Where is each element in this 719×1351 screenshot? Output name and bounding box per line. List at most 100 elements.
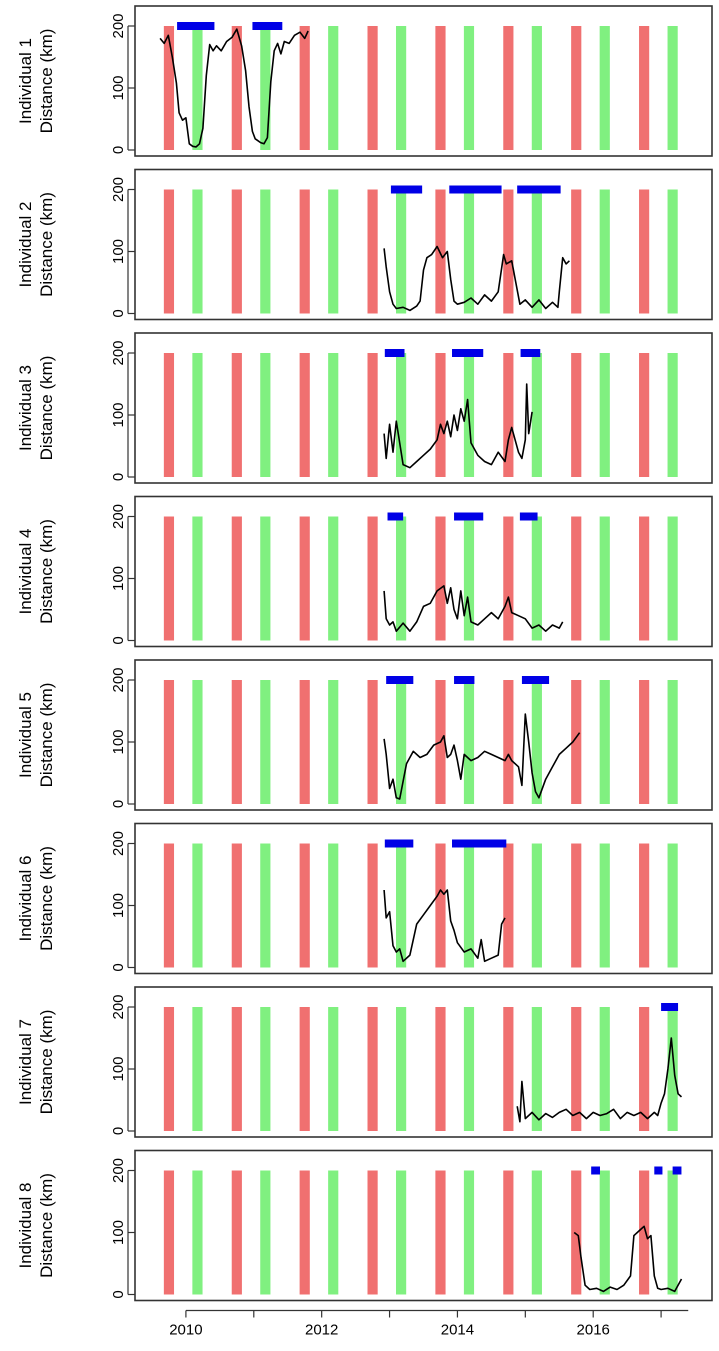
green-band <box>463 843 475 968</box>
green-band <box>599 353 610 477</box>
green-band <box>396 1007 407 1131</box>
x-tick-label: 2012 <box>305 1322 338 1339</box>
red-band <box>435 189 446 314</box>
red-band <box>231 843 242 968</box>
red-band <box>231 1170 242 1295</box>
red-band <box>367 26 378 150</box>
green-band <box>260 1170 271 1295</box>
green-band <box>463 516 475 641</box>
green-band <box>396 353 407 477</box>
panel-8: 0 100 200 Individual 8 Distance (km) <box>16 1149 713 1302</box>
green-band <box>599 843 610 968</box>
distance-line <box>159 28 309 148</box>
green-band <box>328 26 339 150</box>
red-band <box>435 1007 446 1131</box>
green-band <box>328 680 339 804</box>
green-band <box>463 189 475 314</box>
y-tick-label: 200 <box>110 994 127 1019</box>
y-label-line1: Individual 6 <box>16 855 35 941</box>
panel-frame <box>134 659 713 811</box>
red-band <box>639 26 650 150</box>
green-band <box>667 680 678 804</box>
green-band <box>463 1007 475 1131</box>
green-band <box>463 680 475 804</box>
green-band <box>531 680 542 804</box>
period-bar <box>519 512 538 521</box>
y-label-line1: Individual 8 <box>16 1182 35 1268</box>
y-tick-label: 200 <box>110 177 127 202</box>
green-band <box>260 26 271 150</box>
red-band <box>503 516 514 641</box>
period-bar <box>521 676 550 684</box>
red-band <box>571 516 582 641</box>
red-band <box>503 353 514 477</box>
green-band <box>260 516 271 641</box>
green-band <box>463 26 475 150</box>
y-label-line2: Distance (km) <box>37 846 56 951</box>
red-band <box>163 26 175 150</box>
red-band <box>163 1007 175 1131</box>
green-band <box>192 516 203 641</box>
red-band <box>503 680 514 804</box>
red-band <box>639 516 650 641</box>
red-band <box>163 680 175 804</box>
y-tick-label: 100 <box>110 75 127 100</box>
x-tick-label: 2014 <box>441 1322 474 1339</box>
green-band <box>260 189 271 314</box>
red-band <box>503 1170 514 1295</box>
panel-frame <box>134 168 713 321</box>
period-bar <box>252 22 283 30</box>
period-bar <box>452 839 507 848</box>
red-band <box>503 26 514 150</box>
y-label-line2: Distance (km) <box>37 356 56 461</box>
panel-6: 0 100 200 Individual 6 Distance (km) <box>16 822 713 975</box>
panel-3: 0 100 200 Individual 3 Distance (km) <box>16 332 713 484</box>
red-band <box>299 353 310 477</box>
period-bar <box>661 1003 679 1011</box>
green-band <box>396 516 407 641</box>
green-band <box>260 680 271 804</box>
green-band <box>192 1170 203 1295</box>
period-bar <box>591 1166 600 1175</box>
red-band <box>231 1007 242 1131</box>
green-band <box>531 843 542 968</box>
red-band <box>571 26 582 150</box>
red-band <box>503 843 514 968</box>
y-label-line2: Distance (km) <box>37 1173 56 1278</box>
y-tick-label: 200 <box>110 1158 127 1183</box>
y-tick-label: 200 <box>110 667 127 692</box>
period-bar <box>520 349 541 357</box>
distance-line <box>573 1225 683 1293</box>
red-band <box>163 843 175 968</box>
red-band <box>639 1170 650 1295</box>
green-band <box>531 1007 542 1131</box>
red-band <box>231 353 242 477</box>
y-tick-label: 100 <box>110 1056 127 1081</box>
x-tick-label: 2016 <box>577 1322 610 1339</box>
green-band <box>667 516 678 641</box>
green-band <box>192 843 203 968</box>
period-bar <box>454 676 475 684</box>
panel-4: 0 100 200 Individual 4 Distance (km) <box>16 495 713 648</box>
y-tick-label: 200 <box>110 340 127 365</box>
red-band <box>571 353 582 477</box>
green-band <box>531 353 542 477</box>
red-band <box>435 843 446 968</box>
green-band <box>599 1007 610 1131</box>
period-bar <box>654 1166 663 1175</box>
red-band <box>299 843 310 968</box>
period-bar <box>672 1166 682 1175</box>
red-band <box>231 26 242 150</box>
panel-2: 0 100 200 Individual 2 Distance (km) <box>16 168 713 321</box>
y-label-line1: Individual 2 <box>16 201 35 287</box>
y-tick-label: 0 <box>110 1127 127 1135</box>
red-band <box>639 1007 650 1131</box>
green-band <box>667 1170 678 1295</box>
distance-line <box>383 713 581 800</box>
green-band <box>396 843 407 968</box>
y-label-line1: Individual 3 <box>16 365 35 451</box>
y-tick-label: 200 <box>110 831 127 856</box>
red-band <box>435 353 446 477</box>
green-band <box>260 353 271 477</box>
